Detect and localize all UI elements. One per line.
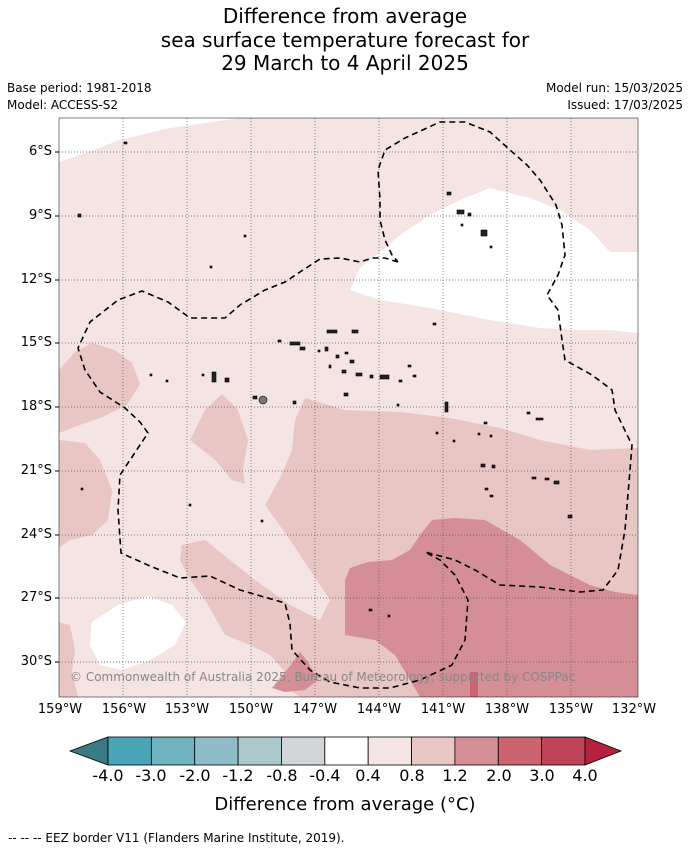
colorbar-title: Difference from average (°C): [214, 794, 476, 815]
colorbar-label: -4.0: [92, 766, 124, 785]
colorbar-swatch: [541, 736, 586, 766]
lon-label-147w: 147°W: [292, 702, 338, 717]
copyright-notice: © Commonwealth of Australia 2025, Bureau…: [70, 670, 576, 684]
colorbar-label: 4.0: [572, 766, 598, 785]
anomaly-region-0.8-1.2-west: [59, 343, 140, 433]
anomaly-region-neutral-south: [90, 596, 186, 670]
anomaly-region-1.2-2.0: [345, 518, 638, 697]
lat-label-9s: 9°S: [28, 208, 52, 223]
title-line-2: sea surface temperature forecast for: [160, 28, 530, 52]
lat-label-18s: 18°S: [20, 399, 52, 414]
colorbar-swatch: [150, 736, 196, 766]
colorbar-label: -3.0: [135, 766, 167, 785]
issued-date: Issued: 17/03/2025: [567, 98, 683, 112]
colorbar-label: 0.4: [355, 766, 381, 785]
lon-label-153w: 153°W: [164, 702, 210, 717]
anomaly-region-0.8-1.2-west-lower: [59, 440, 112, 548]
colorbar-label: 2.0: [486, 766, 512, 785]
colorbar-label: -1.2: [222, 766, 254, 785]
eez-footnote: -- -- -- EEZ border V11 (Flanders Marine…: [8, 831, 345, 845]
model-name: Model: ACCESS-S2: [7, 98, 119, 112]
colorbar-extend-low: [68, 736, 109, 766]
model-run: Model run: 15/03/2025: [545, 81, 683, 95]
colorbar-extend-high: [584, 736, 623, 766]
colorbar-label: -0.8: [266, 766, 298, 785]
colorbar-label: -2.0: [179, 766, 211, 785]
anomaly-region-1.2-2.0-small: [272, 652, 318, 692]
lon-label-156w: 156°W: [101, 702, 147, 717]
lat-label-24s: 24°S: [20, 527, 52, 542]
graticule: [59, 118, 638, 697]
colorbar: [68, 736, 623, 766]
colorbar-swatch: [324, 736, 369, 766]
colorbar-swatch: [237, 736, 282, 766]
anomaly-region-0.8-1.2-centre: [190, 394, 248, 484]
colorbar-label: 1.2: [442, 766, 468, 785]
lon-label-150w: 150°W: [228, 702, 274, 717]
lon-label-159w: 159°W: [37, 702, 83, 717]
lat-label-12s: 12°S: [20, 272, 52, 287]
lat-label-30s: 30°S: [20, 654, 52, 669]
lon-label-132w: 132°W: [611, 702, 657, 717]
lat-label-15s: 15°S: [20, 335, 52, 350]
colorbar-swatch: [107, 736, 152, 766]
islands: [77, 141, 573, 618]
lon-label-144w: 144°W: [356, 702, 402, 717]
map-fill-layer: [59, 118, 638, 697]
colorbar-swatch: [281, 736, 326, 766]
title-line-3: 29 March to 4 April 2025: [221, 51, 469, 75]
colorbar-swatch: [411, 736, 456, 766]
lon-label-141w: 141°W: [420, 702, 466, 717]
colorbar-swatch: [367, 736, 412, 766]
colorbar-label: 3.0: [529, 766, 555, 785]
lat-label-6s: 6°S: [28, 144, 52, 159]
anomaly-region-neutral-top: [59, 118, 240, 162]
lon-label-135w: 135°W: [548, 702, 594, 717]
anomaly-region-2.0-3.0: [470, 672, 478, 697]
colorbar-label: 0.8: [399, 766, 425, 785]
lat-label-27s: 27°S: [20, 590, 52, 605]
base-period: Base period: 1981-2018: [7, 81, 152, 95]
colorbar-swatch: [497, 736, 543, 766]
colorbar-label: -0.4: [309, 766, 341, 785]
lon-label-138w: 138°W: [484, 702, 530, 717]
anomaly-region-neutral-north: [240, 118, 638, 333]
title-line-1: Difference from average: [222, 4, 468, 28]
colorbar-swatch: [454, 736, 499, 766]
eez-borders: [77, 121, 633, 689]
colorbar-swatch: [194, 736, 239, 766]
anomaly-region-0.8-1.2-sw: [59, 622, 78, 697]
lat-tick-marks: [55, 151, 59, 663]
lat-label-21s: 21°S: [20, 463, 52, 478]
